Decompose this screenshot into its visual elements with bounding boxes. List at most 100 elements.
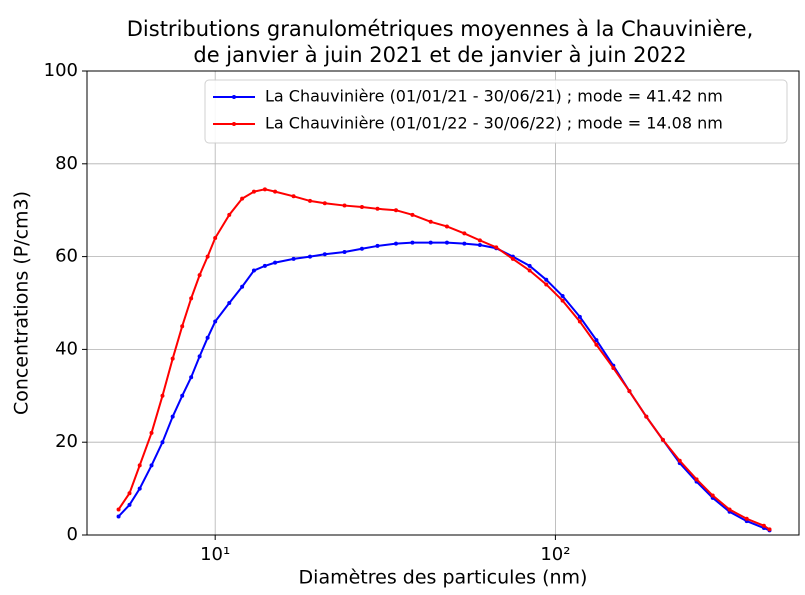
point [273, 260, 278, 265]
y-tick-label: 20 [55, 431, 78, 452]
point [197, 354, 202, 359]
point [149, 430, 154, 435]
point [149, 463, 154, 468]
point [393, 241, 398, 246]
point [727, 507, 732, 512]
point [410, 240, 415, 245]
point [160, 440, 165, 445]
point [127, 491, 132, 496]
point [544, 282, 549, 287]
point [205, 335, 210, 340]
point [116, 507, 121, 512]
series-line [117, 241, 770, 532]
point [127, 502, 132, 507]
point [227, 301, 232, 305]
plot-frame [86, 70, 800, 536]
point [527, 263, 532, 268]
point [410, 212, 415, 217]
point [262, 263, 267, 268]
legend-label: La Chauvinière (01/01/21 - 30/06/21) ; m… [265, 87, 723, 106]
point [594, 342, 599, 347]
point [560, 294, 565, 299]
x-tick-label: 10² [540, 544, 570, 565]
point [577, 319, 582, 324]
point [170, 356, 175, 361]
chart-title: de janvier à juin 2021 et de janvier à j… [193, 43, 686, 67]
point [677, 458, 682, 463]
y-tick-label: 100 [44, 60, 78, 81]
point [251, 189, 256, 194]
point [273, 189, 278, 194]
point [462, 231, 467, 236]
x-tick-label: 10¹ [200, 544, 230, 565]
point [477, 243, 482, 247]
point [308, 198, 313, 203]
point [359, 204, 364, 209]
point [342, 203, 347, 208]
point [767, 527, 772, 532]
point [291, 194, 296, 199]
point [428, 219, 433, 224]
series-line [117, 188, 771, 531]
point [160, 393, 165, 398]
point [262, 187, 267, 192]
point [544, 277, 549, 282]
point [240, 284, 245, 289]
point [180, 324, 185, 329]
point [462, 241, 467, 246]
point [393, 208, 398, 213]
point [189, 375, 194, 380]
point [375, 243, 380, 248]
y-tick-label: 40 [55, 338, 78, 359]
y-tick-label: 60 [55, 246, 78, 267]
point [510, 256, 515, 261]
y-tick-label: 80 [55, 153, 78, 174]
legend-box [204, 79, 788, 144]
point [660, 437, 665, 442]
point [494, 245, 499, 250]
point [644, 414, 649, 419]
point [291, 256, 296, 261]
point [428, 240, 433, 245]
point [560, 298, 565, 303]
point [477, 238, 482, 243]
point [359, 246, 364, 251]
x-axis-label: Diamètres des particules (nm) [299, 567, 588, 589]
point [240, 196, 245, 201]
point [197, 273, 202, 278]
legend-marker [232, 122, 236, 126]
point [611, 365, 616, 370]
point [205, 254, 210, 259]
point [116, 514, 121, 519]
point [444, 240, 449, 245]
y-axis-label: Concentrations (P/cm3) [11, 191, 33, 415]
point [761, 523, 766, 528]
y-tick-label: 0 [67, 524, 78, 545]
point [137, 486, 142, 491]
point [594, 338, 599, 343]
point [375, 206, 380, 211]
point [251, 268, 256, 273]
point [342, 249, 347, 254]
legend-label: La Chauvinière (01/01/22 - 30/06/22) ; m… [265, 114, 723, 133]
point [527, 268, 532, 273]
point [710, 493, 715, 498]
point [322, 201, 327, 206]
chart-title: Distributions granulométriques moyennes … [127, 17, 754, 41]
point [189, 296, 194, 301]
point [744, 516, 749, 521]
point [322, 252, 327, 257]
legend-marker [232, 95, 236, 99]
point [180, 393, 185, 398]
point [137, 463, 142, 468]
point [577, 314, 582, 319]
point [444, 224, 449, 229]
point [227, 212, 232, 217]
point [213, 319, 218, 324]
point [694, 477, 699, 482]
point [627, 389, 632, 394]
point [308, 254, 313, 259]
point [170, 414, 175, 419]
point [213, 236, 218, 241]
